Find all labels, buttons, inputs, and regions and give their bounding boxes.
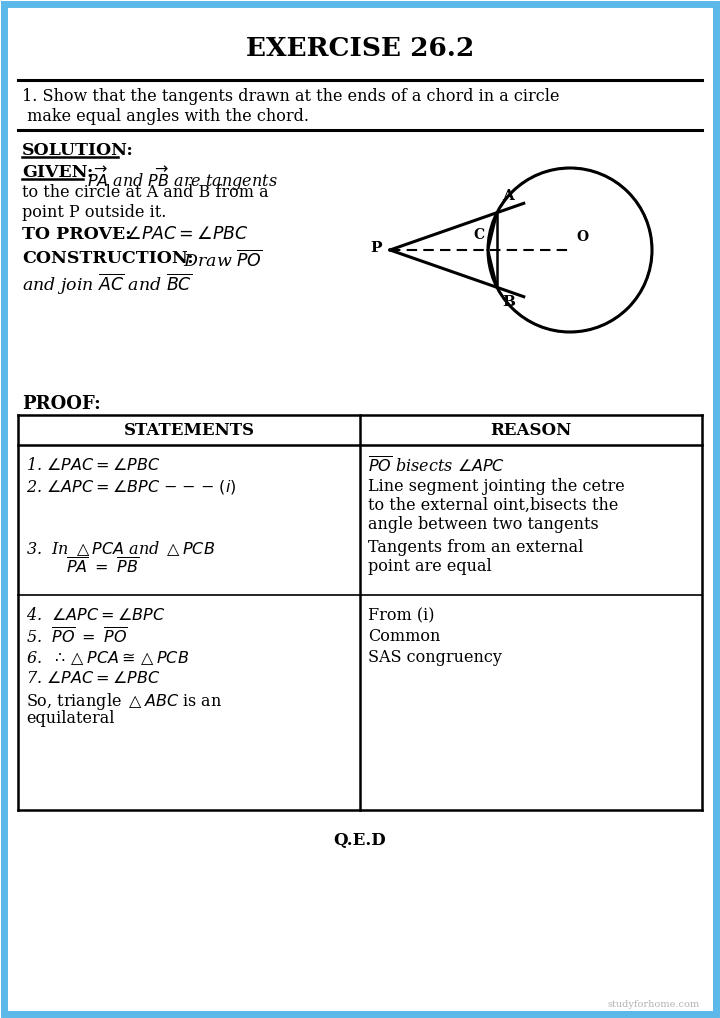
Text: and join $\overline{AC}$ and $\overline{BC}$: and join $\overline{AC}$ and $\overline{… [22, 272, 192, 297]
Text: P: P [371, 241, 382, 254]
Text: O: O [576, 230, 588, 244]
Text: to the circle at A and B from a: to the circle at A and B from a [22, 184, 269, 201]
Text: 1. $\angle PAC = \angle PBC$: 1. $\angle PAC = \angle PBC$ [26, 457, 160, 474]
Text: Draw $\overline{PO}$: Draw $\overline{PO}$ [178, 250, 263, 271]
Text: Q.E.D: Q.E.D [333, 832, 387, 849]
Text: STATEMENTS: STATEMENTS [124, 421, 254, 439]
Text: Common: Common [368, 628, 441, 645]
Text: 5.  $\overline{PO}$ $=$ $\overline{PO}$: 5. $\overline{PO}$ $=$ $\overline{PO}$ [26, 628, 127, 648]
Text: SAS congruency: SAS congruency [368, 649, 502, 666]
Text: CONSTRUCTION:: CONSTRUCTION: [22, 250, 194, 267]
Text: So, triangle $\triangle ABC$ is an: So, triangle $\triangle ABC$ is an [26, 691, 222, 712]
Text: TO PROVE:: TO PROVE: [22, 226, 132, 243]
Text: studyforhome.com: studyforhome.com [608, 1000, 700, 1009]
Text: Tangents from an external: Tangents from an external [368, 539, 583, 556]
Text: B: B [502, 295, 515, 309]
Text: $\overrightarrow{PA}$ and $\overrightarrow{PB}$ are tangents: $\overrightarrow{PA}$ and $\overrightarr… [87, 164, 278, 192]
Text: GIVEN:: GIVEN: [22, 164, 94, 181]
Text: PROOF:: PROOF: [22, 395, 101, 413]
Text: make equal angles with the chord.: make equal angles with the chord. [22, 108, 309, 125]
Text: $\angle PAC = \angle PBC$: $\angle PAC = \angle PBC$ [120, 226, 249, 243]
Text: point P outside it.: point P outside it. [22, 204, 166, 221]
Text: 3.  In $\triangle PCA$ and $\triangle PCB$: 3. In $\triangle PCA$ and $\triangle PCB… [26, 539, 215, 558]
Text: 6.  $\therefore \triangle PCA \cong \triangle PCB$: 6. $\therefore \triangle PCA \cong \tria… [26, 649, 189, 667]
Text: to the external oint,bisects the: to the external oint,bisects the [368, 497, 618, 514]
Text: angle between two tangents: angle between two tangents [368, 516, 599, 533]
Text: 2. $\angle APC = \angle BPC$ $-$ $-$ $-$ $(i)$: 2. $\angle APC = \angle BPC$ $-$ $-$ $-$… [26, 478, 236, 496]
Text: 7. $\angle PAC = \angle PBC$: 7. $\angle PAC = \angle PBC$ [26, 670, 160, 687]
Text: REASON: REASON [490, 421, 572, 439]
FancyBboxPatch shape [4, 4, 716, 1014]
Text: $\overline{PO}$ bisects $\angle APC$: $\overline{PO}$ bisects $\angle APC$ [368, 457, 505, 477]
Text: $\overline{PA}$ $=$ $\overline{PB}$: $\overline{PA}$ $=$ $\overline{PB}$ [66, 558, 139, 578]
Text: A: A [502, 188, 514, 203]
Text: 4.  $\angle APC = \angle BPC$: 4. $\angle APC = \angle BPC$ [26, 607, 166, 624]
Text: C: C [473, 228, 484, 242]
Text: point are equal: point are equal [368, 558, 492, 575]
Text: From (i): From (i) [368, 607, 434, 624]
Text: 1. Show that the tangents drawn at the ends of a chord in a circle: 1. Show that the tangents drawn at the e… [22, 88, 559, 105]
Text: equilateral: equilateral [26, 710, 114, 727]
Text: SOLUTION:: SOLUTION: [22, 142, 134, 159]
Text: Line segment jointing the cetre: Line segment jointing the cetre [368, 478, 625, 495]
Text: EXERCISE 26.2: EXERCISE 26.2 [246, 36, 474, 60]
